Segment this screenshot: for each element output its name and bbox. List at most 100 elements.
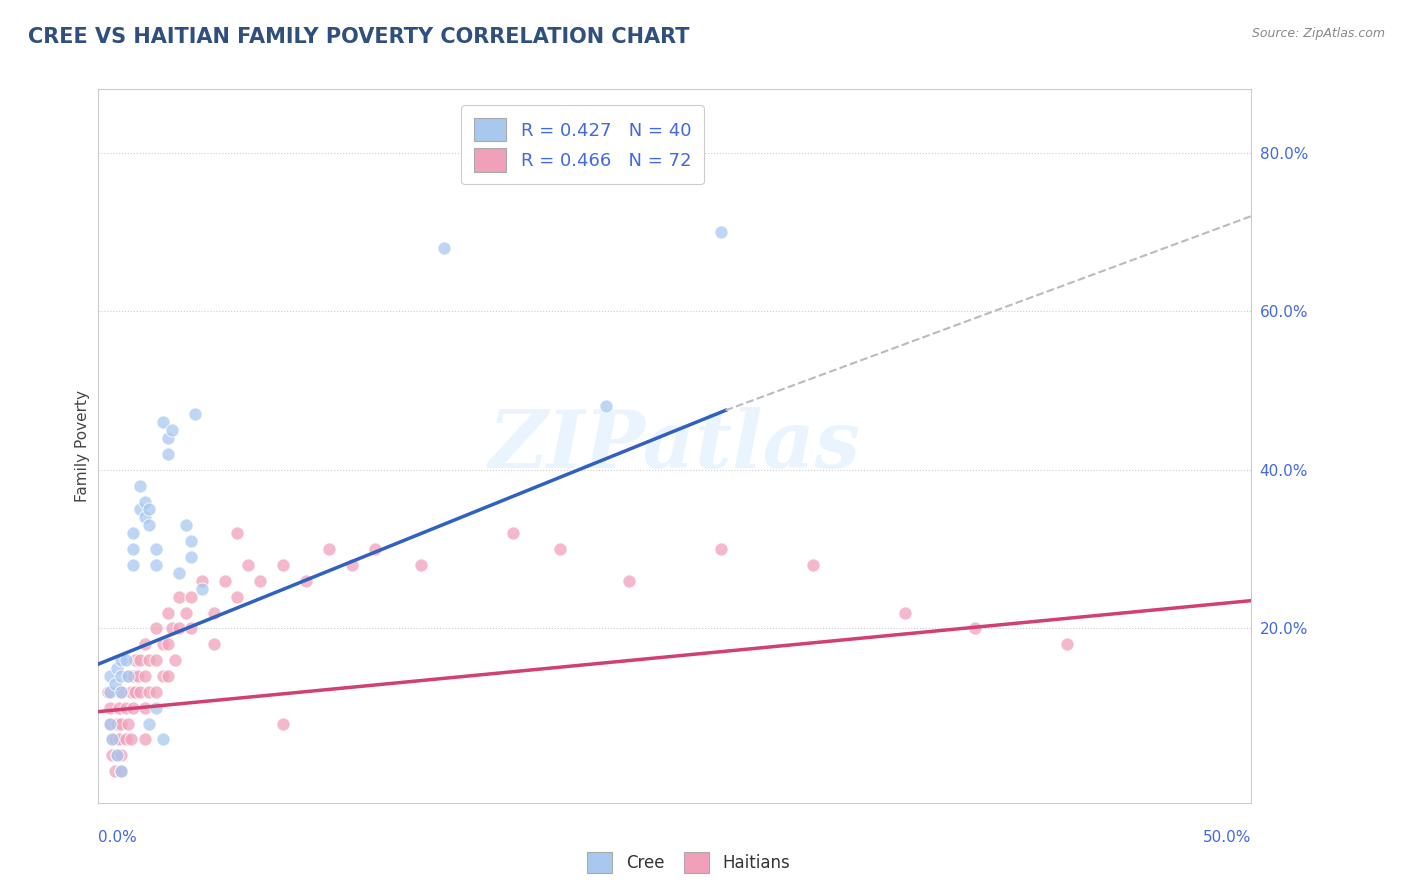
- Point: [318, 542, 340, 557]
- Point: [180, 534, 202, 549]
- Point: [180, 549, 202, 564]
- Point: [156, 669, 179, 683]
- Point: [124, 685, 146, 699]
- Point: [163, 653, 186, 667]
- Point: [152, 415, 174, 429]
- Text: CREE VS HAITIAN FAMILY POVERTY CORRELATION CHART: CREE VS HAITIAN FAMILY POVERTY CORRELATI…: [28, 27, 689, 46]
- Point: [152, 669, 174, 683]
- Point: [225, 590, 247, 604]
- Point: [103, 677, 125, 691]
- Point: [411, 558, 433, 572]
- Text: ZIPatlas: ZIPatlas: [489, 408, 860, 484]
- Point: [129, 685, 152, 699]
- Point: [129, 502, 152, 516]
- Point: [98, 700, 121, 714]
- Point: [117, 669, 139, 683]
- Point: [122, 542, 145, 557]
- Point: [98, 685, 121, 699]
- Point: [110, 764, 132, 778]
- Point: [98, 716, 121, 731]
- Point: [101, 748, 124, 763]
- Point: [134, 510, 156, 524]
- Point: [145, 653, 167, 667]
- Point: [122, 700, 145, 714]
- Point: [894, 606, 917, 620]
- Point: [184, 407, 207, 421]
- Point: [249, 574, 271, 588]
- Point: [152, 732, 174, 747]
- Point: [127, 669, 149, 683]
- Point: [238, 558, 260, 572]
- Point: [202, 637, 225, 651]
- Legend: R = 0.427   N = 40, R = 0.466   N = 72: R = 0.427 N = 40, R = 0.466 N = 72: [461, 105, 704, 185]
- Point: [105, 748, 128, 763]
- Point: [138, 518, 160, 533]
- Text: Source: ZipAtlas.com: Source: ZipAtlas.com: [1251, 27, 1385, 40]
- Point: [145, 621, 167, 635]
- Point: [152, 637, 174, 651]
- Point: [145, 700, 167, 714]
- Point: [174, 606, 197, 620]
- Point: [138, 685, 160, 699]
- Point: [105, 748, 128, 763]
- Point: [167, 566, 190, 580]
- Point: [710, 225, 733, 239]
- Point: [710, 542, 733, 557]
- Point: [191, 574, 214, 588]
- Point: [963, 621, 986, 635]
- Point: [138, 716, 160, 731]
- Point: [134, 669, 156, 683]
- Point: [98, 716, 121, 731]
- Point: [433, 241, 456, 255]
- Point: [134, 494, 156, 508]
- Point: [108, 732, 131, 747]
- Point: [117, 669, 139, 683]
- Point: [98, 669, 121, 683]
- Point: [145, 558, 167, 572]
- Point: [105, 661, 128, 675]
- Point: [191, 582, 214, 596]
- Point: [156, 447, 179, 461]
- Point: [110, 764, 132, 778]
- Point: [97, 685, 120, 699]
- Y-axis label: Family Poverty: Family Poverty: [75, 390, 90, 502]
- Point: [202, 606, 225, 620]
- Point: [124, 653, 146, 667]
- Point: [167, 621, 190, 635]
- Text: 50.0%: 50.0%: [1204, 830, 1251, 845]
- Point: [271, 716, 294, 731]
- Point: [1056, 637, 1078, 651]
- Point: [120, 732, 142, 747]
- Point: [295, 574, 318, 588]
- Point: [156, 431, 179, 445]
- Point: [502, 526, 524, 541]
- Point: [117, 716, 139, 731]
- Point: [180, 590, 202, 604]
- Point: [138, 502, 160, 516]
- Point: [122, 669, 145, 683]
- Point: [115, 653, 138, 667]
- Point: [174, 518, 197, 533]
- Point: [129, 478, 152, 492]
- Point: [105, 716, 128, 731]
- Point: [595, 400, 617, 414]
- Point: [120, 685, 142, 699]
- Point: [340, 558, 363, 572]
- Point: [617, 574, 640, 588]
- Point: [167, 590, 190, 604]
- Point: [108, 700, 131, 714]
- Point: [156, 606, 179, 620]
- Point: [156, 637, 179, 651]
- Point: [110, 748, 132, 763]
- Point: [180, 621, 202, 635]
- Point: [101, 732, 124, 747]
- Point: [801, 558, 824, 572]
- Point: [115, 732, 138, 747]
- Point: [145, 685, 167, 699]
- Point: [110, 669, 132, 683]
- Point: [271, 558, 294, 572]
- Point: [115, 700, 138, 714]
- Point: [160, 423, 183, 437]
- Point: [548, 542, 571, 557]
- Legend: Cree, Haitians: Cree, Haitians: [581, 846, 797, 880]
